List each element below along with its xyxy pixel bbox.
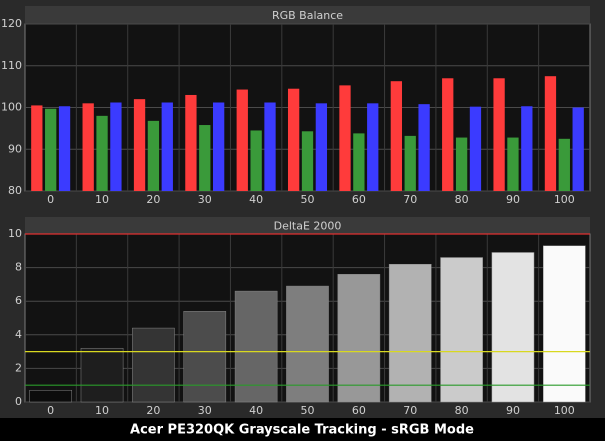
x-tick-label: 80 xyxy=(455,404,469,417)
x-tick-label: 100 xyxy=(554,404,575,417)
bar xyxy=(250,130,262,191)
x-tick-label: 30 xyxy=(198,193,212,206)
y-tick-label: 80 xyxy=(8,184,22,197)
caption: Acer PE320QK Grayscale Tracking - sRGB M… xyxy=(130,423,474,438)
x-tick-label: 40 xyxy=(249,193,263,206)
x-tick-label: 70 xyxy=(403,193,417,206)
bar xyxy=(442,78,454,191)
bar xyxy=(236,89,248,191)
chart-title: RGB Balance xyxy=(272,9,343,22)
bar xyxy=(558,138,570,191)
x-tick-label: 50 xyxy=(301,193,315,206)
y-tick-label: 4 xyxy=(15,328,22,341)
y-tick-label: 120 xyxy=(1,17,22,30)
bar xyxy=(493,78,505,191)
title-bar xyxy=(25,6,590,24)
bar xyxy=(353,133,365,191)
x-tick-label: 60 xyxy=(352,404,366,417)
bar xyxy=(82,103,94,191)
y-tick-label: 10 xyxy=(8,227,22,240)
x-tick-label: 20 xyxy=(146,404,160,417)
y-tick-label: 90 xyxy=(8,142,22,155)
bar xyxy=(110,102,122,191)
x-tick-label: 90 xyxy=(506,404,520,417)
bar xyxy=(388,263,432,403)
bar xyxy=(96,115,108,191)
bar xyxy=(544,76,557,191)
bar xyxy=(132,327,175,403)
x-tick-label: 70 xyxy=(403,404,417,417)
x-tick-label: 20 xyxy=(146,193,160,206)
bar xyxy=(339,85,351,191)
bar xyxy=(58,106,71,191)
bar xyxy=(183,311,227,403)
bar xyxy=(543,245,586,403)
y-tick-label: 0 xyxy=(15,395,22,408)
y-tick-label: 110 xyxy=(1,59,22,72)
bar xyxy=(440,257,483,403)
bar xyxy=(418,104,430,191)
title-bar xyxy=(25,217,590,234)
bar xyxy=(161,102,173,191)
bar xyxy=(337,274,381,403)
bar xyxy=(404,135,416,191)
bar xyxy=(147,120,160,191)
x-tick-label: 40 xyxy=(249,404,263,417)
x-tick-label: 60 xyxy=(352,193,366,206)
bar xyxy=(80,347,124,403)
x-tick-label: 0 xyxy=(47,404,54,417)
x-tick-label: 90 xyxy=(506,193,520,206)
bar xyxy=(199,125,211,191)
bar xyxy=(234,290,278,403)
x-tick-label: 100 xyxy=(554,193,575,206)
bar xyxy=(572,107,584,191)
y-tick-label: 100 xyxy=(1,101,22,114)
y-tick-label: 2 xyxy=(15,361,22,374)
bar xyxy=(185,94,197,191)
bar xyxy=(301,131,314,191)
x-tick-label: 10 xyxy=(95,193,109,206)
bar xyxy=(390,81,403,191)
x-tick-label: 50 xyxy=(301,404,315,417)
caption-bar xyxy=(0,418,605,441)
bar xyxy=(507,137,519,191)
bar xyxy=(469,106,482,191)
x-tick-label: 0 xyxy=(47,193,54,206)
y-tick-label: 6 xyxy=(15,294,22,307)
y-tick-label: 8 xyxy=(15,261,22,274)
bar xyxy=(133,99,146,191)
x-tick-label: 30 xyxy=(198,404,212,417)
chart-title: DeltaE 2000 xyxy=(274,220,342,233)
x-tick-label: 10 xyxy=(95,404,109,417)
bar xyxy=(264,102,276,191)
bar xyxy=(31,105,43,191)
bar xyxy=(521,106,533,191)
bar xyxy=(45,108,57,191)
bar xyxy=(491,252,535,403)
bar xyxy=(455,137,468,191)
bar xyxy=(212,102,225,191)
x-tick-label: 80 xyxy=(455,193,469,206)
bar xyxy=(29,389,72,403)
bar xyxy=(287,88,300,191)
bar xyxy=(367,103,379,191)
bar xyxy=(286,285,329,403)
bar xyxy=(315,103,328,191)
